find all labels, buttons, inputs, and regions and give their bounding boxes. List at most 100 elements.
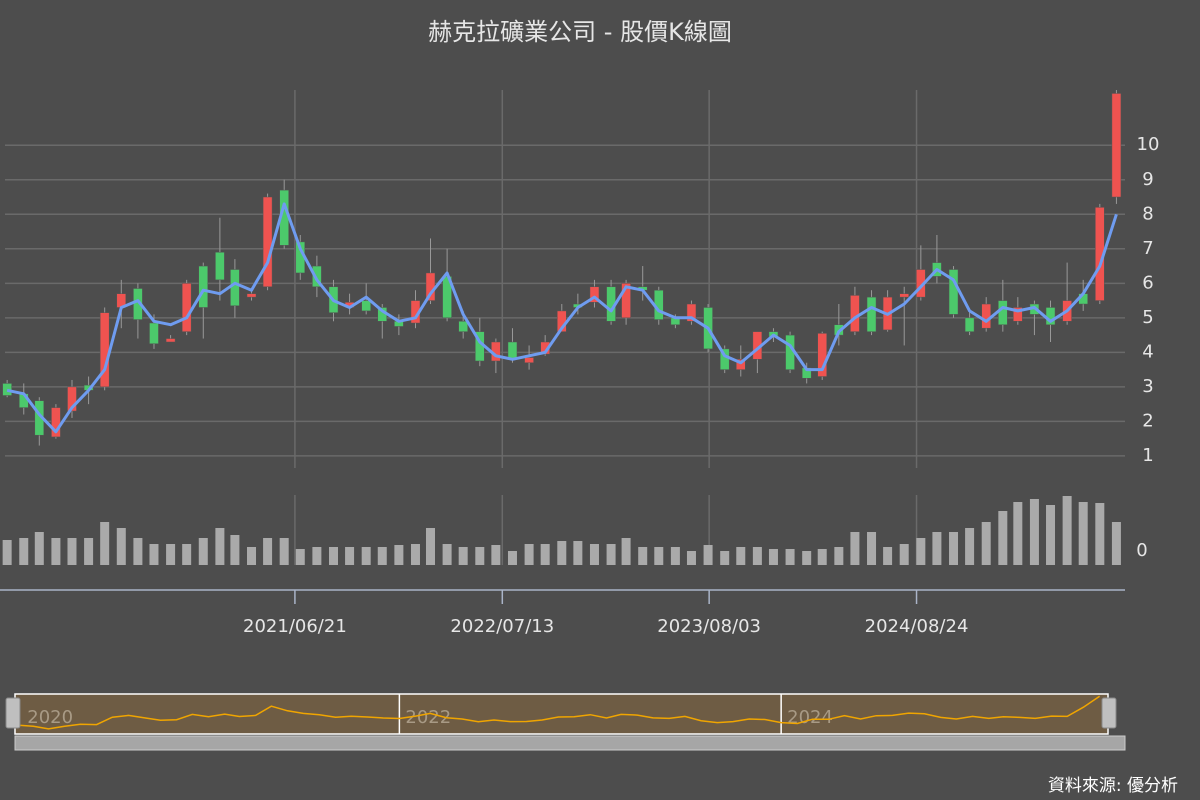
volume-bar (752, 547, 762, 565)
volume-bar (621, 538, 631, 565)
volume-bar (670, 547, 680, 565)
volume-bar (312, 547, 322, 565)
slider-tick-label: 2024 (787, 707, 833, 728)
volume-bar (883, 547, 893, 565)
y-tick-label: 7 (1142, 238, 1153, 259)
y-tick-label: 4 (1142, 341, 1153, 362)
candle-body (67, 386, 77, 412)
candle-body (1013, 307, 1023, 322)
volume-bar (133, 538, 143, 565)
volume-bar (834, 547, 844, 565)
volume-bar (802, 551, 812, 565)
candle-body (964, 317, 975, 332)
candle-body (51, 407, 61, 438)
candle-body (736, 359, 746, 370)
volume-bar (540, 544, 550, 565)
volume-bar (377, 547, 387, 565)
candle-body (686, 303, 697, 322)
candle-body (998, 300, 1008, 325)
volume-bar (442, 544, 452, 565)
source: 資料來源: 優分析 (1048, 776, 1178, 796)
volume-bar (166, 544, 176, 565)
volume-bar (703, 545, 713, 565)
x-tick-label: 2022/07/13 (450, 616, 554, 637)
volume-bar (230, 535, 240, 565)
candle-body (524, 357, 534, 363)
y-tick-label: 8 (1142, 203, 1153, 224)
candle-body (458, 321, 468, 332)
candle-body (850, 295, 860, 332)
slider-tick-label: 2022 (405, 707, 451, 728)
candle-body (262, 196, 273, 288)
volume-bar (84, 538, 94, 565)
candle-body (312, 265, 322, 288)
volume-bar (998, 511, 1008, 565)
range-slider[interactable] (14, 693, 1109, 735)
volume-bar (1111, 522, 1121, 565)
volume-bar (51, 538, 61, 565)
volume-bar (638, 547, 648, 565)
volume-bar (916, 538, 926, 565)
volume-bar (1095, 503, 1105, 565)
y-tick-label: 3 (1142, 376, 1153, 397)
volume-bar (573, 541, 583, 565)
candle-body (589, 286, 600, 303)
volume-bar (899, 544, 909, 565)
volume-bar (817, 549, 827, 565)
ma-line (6, 202, 1118, 434)
slider-line (17, 695, 1101, 730)
slider-track[interactable] (14, 735, 1126, 751)
volume-bar (557, 541, 567, 565)
volume-bar (410, 544, 420, 565)
slider-handle-right[interactable] (1101, 697, 1117, 729)
volume-bar (932, 532, 942, 565)
volume-bar (182, 544, 192, 565)
slider-handle-left[interactable] (5, 697, 21, 729)
volume-bar (295, 549, 305, 565)
volume-bar (589, 544, 599, 565)
candle-body (2, 383, 12, 396)
volume-bar (247, 547, 257, 565)
volume-bar (491, 545, 501, 565)
y-tick-label: 6 (1142, 272, 1153, 293)
volume-bar (686, 551, 696, 565)
y-tick-label: 10 (1137, 134, 1160, 155)
volume-bar (1029, 499, 1039, 565)
volume-bar (949, 532, 959, 565)
volume-bar (149, 544, 159, 565)
candle-body (165, 338, 176, 343)
volume-bar (867, 532, 877, 565)
candle-body (866, 296, 877, 332)
volume-bar (785, 549, 795, 565)
x-tick-label: 2024/08/24 (865, 616, 969, 637)
volume-bar (328, 547, 338, 565)
candle-body (507, 341, 518, 360)
volume-bar (458, 547, 468, 565)
volume-bar (1062, 496, 1072, 565)
candle-body (621, 283, 631, 319)
volume-bar (425, 528, 435, 565)
x-tick-label: 2021/06/21 (243, 616, 347, 637)
volume-bar (965, 528, 975, 565)
candle-body (817, 333, 827, 377)
volume-bar (345, 547, 355, 565)
y-tick-label: 1 (1142, 445, 1153, 466)
volume-bar (34, 532, 44, 565)
y-tick-label: 5 (1142, 307, 1153, 328)
chart-title: 赫克拉礦業公司 - 股價K線圖 (428, 18, 732, 46)
volume-bar (654, 547, 664, 565)
volume-bar (2, 540, 12, 565)
y-tick-label: 9 (1142, 169, 1153, 190)
volume-bar (215, 528, 225, 565)
candle-body (981, 303, 991, 329)
volume-bar (1046, 505, 1056, 565)
volume-bar (720, 551, 730, 565)
volume-bar (1013, 502, 1023, 565)
x-tick-label: 2023/08/03 (657, 616, 761, 637)
volume-bar (736, 547, 746, 565)
volume-bar (116, 528, 126, 565)
candle-body (246, 293, 257, 298)
volume-tick-label: 0 (1136, 540, 1147, 561)
volume-bar (507, 551, 517, 565)
